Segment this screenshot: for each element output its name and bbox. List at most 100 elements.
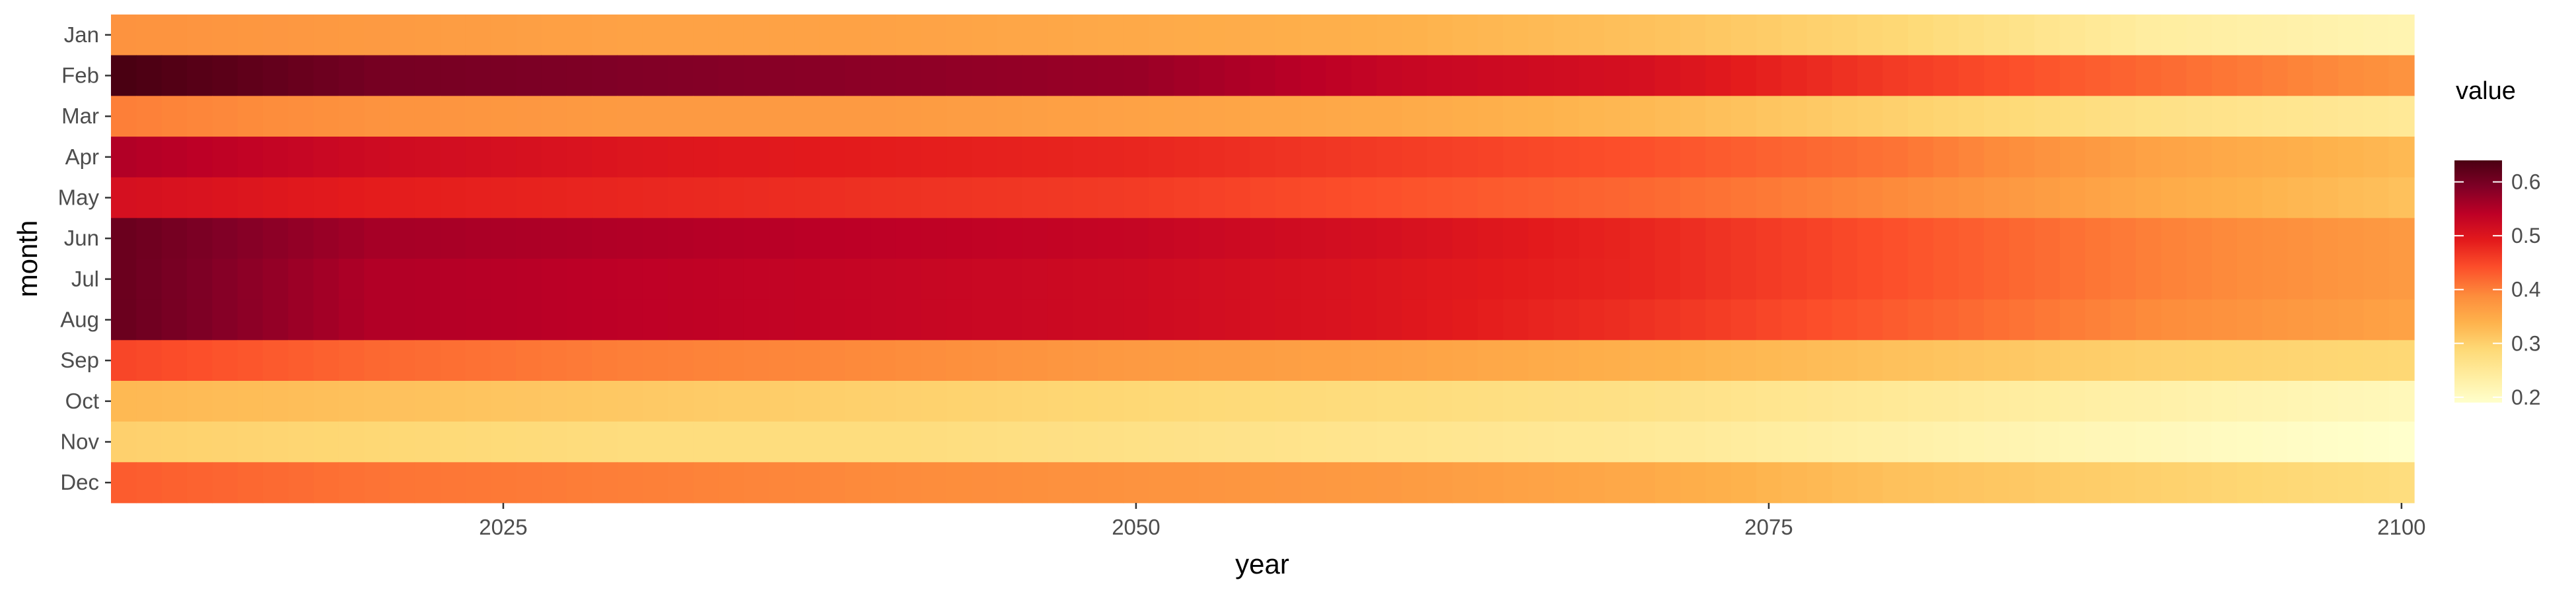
heatmap-tile — [1832, 15, 1858, 56]
heatmap-tile — [1225, 381, 1250, 422]
heatmap-tile — [338, 340, 365, 381]
heatmap-tile — [161, 299, 188, 341]
heatmap-tile — [1478, 259, 1504, 300]
heatmap-tile — [136, 381, 162, 422]
heatmap-tile — [845, 177, 871, 218]
y-tick-label: May — [58, 185, 100, 210]
heatmap-tile — [971, 421, 997, 463]
heatmap-tile — [2262, 218, 2289, 259]
heatmap-tile — [237, 381, 264, 422]
heatmap-tile — [1705, 259, 1731, 300]
heatmap-tile — [2262, 462, 2289, 504]
heatmap-tile — [186, 381, 213, 422]
heatmap-tile — [212, 259, 238, 300]
heatmap-tile — [794, 381, 820, 422]
heatmap-tile — [364, 299, 390, 341]
heatmap-tile — [1705, 96, 1731, 137]
heatmap-tile — [338, 55, 365, 96]
heatmap-tile — [1123, 15, 1149, 56]
heatmap-tile — [2236, 340, 2263, 381]
heatmap-tile — [1781, 96, 1807, 137]
heatmap-tile — [566, 177, 592, 218]
heatmap-tile — [237, 15, 264, 56]
heatmap-tile — [971, 259, 997, 300]
legend-title: value — [2456, 77, 2516, 105]
heatmap-tile — [1781, 55, 1807, 96]
heatmap-tile — [313, 259, 340, 300]
heatmap-tile — [971, 137, 997, 178]
heatmap-tile — [1427, 299, 1453, 341]
heatmap-tile — [1579, 15, 1605, 56]
heatmap-tile — [870, 55, 896, 96]
heatmap-tile — [1756, 421, 1782, 463]
heatmap-tile — [1402, 299, 1428, 341]
heatmap-tile — [1554, 299, 1580, 341]
heatmap-tile — [1958, 259, 1985, 300]
heatmap-tile — [1984, 421, 2010, 463]
heatmap-tile — [2312, 340, 2339, 381]
heatmap-tile — [1807, 177, 1833, 218]
heatmap-tile — [2085, 340, 2111, 381]
heatmap-tile — [2236, 137, 2263, 178]
heatmap-tile — [971, 55, 997, 96]
heatmap-tile — [2059, 96, 2086, 137]
heatmap-tile — [1933, 15, 1959, 56]
heatmap-tile — [465, 15, 491, 56]
heatmap-tile — [819, 340, 845, 381]
heatmap-tile — [212, 462, 238, 504]
heatmap-tile — [845, 55, 871, 96]
heatmap-tile — [541, 55, 567, 96]
heatmap-tile — [1149, 299, 1174, 341]
heatmap-tile — [364, 421, 390, 463]
heatmap-tile — [1452, 137, 1478, 178]
heatmap-tile — [2262, 15, 2289, 56]
heatmap-tile — [1857, 218, 1883, 259]
heatmap-tile — [1579, 299, 1605, 341]
heatmap-tile — [262, 15, 289, 56]
heatmap-tile — [2059, 55, 2086, 96]
heatmap-tile — [2085, 218, 2111, 259]
heatmap-tile — [1199, 96, 1225, 137]
heatmap-tile — [288, 137, 314, 178]
heatmap-tile — [845, 137, 871, 178]
heatmap-tile — [2287, 381, 2314, 422]
heatmap-tile — [2009, 299, 2035, 341]
heatmap-tile — [2085, 381, 2111, 422]
heatmap-tile — [971, 462, 997, 504]
heatmap-tile — [1958, 462, 1985, 504]
heatmap-tile — [617, 55, 643, 96]
heatmap-tile — [2034, 96, 2061, 137]
heatmap-tile — [921, 177, 947, 218]
heatmap-tile — [693, 462, 719, 504]
heatmap-tile — [1655, 55, 1681, 96]
heatmap-tile — [1655, 137, 1681, 178]
heatmap-tile — [921, 137, 947, 178]
heatmap-tile — [2363, 96, 2390, 137]
heatmap-tile — [743, 340, 769, 381]
heatmap-tile — [895, 55, 921, 96]
heatmap-tile — [1908, 15, 1934, 56]
heatmap-tile — [1073, 421, 1099, 463]
y-tick-label: Feb — [61, 63, 99, 88]
legend: value 0.2 0.3 0.4 0.5 0.6 — [2454, 77, 2540, 409]
heatmap-tile — [1680, 421, 1706, 463]
heatmap-tile — [668, 15, 694, 56]
heatmap-tile — [1655, 299, 1681, 341]
heatmap-tile — [2009, 55, 2035, 96]
heatmap-tile — [465, 55, 491, 96]
heatmap-tile — [743, 15, 769, 56]
heatmap-tile — [1908, 55, 1934, 96]
heatmap-tile — [465, 299, 491, 341]
heatmap-tile — [111, 381, 137, 422]
heatmap-tile — [718, 340, 744, 381]
heatmap-tile — [1225, 421, 1250, 463]
heatmap-tile — [2262, 55, 2289, 96]
heatmap-tile — [262, 218, 289, 259]
heatmap-tile — [111, 137, 137, 178]
heatmap-tile — [212, 15, 238, 56]
heatmap-tile — [1047, 55, 1073, 96]
heatmap-tile — [1402, 137, 1428, 178]
heatmap-tile — [1655, 96, 1681, 137]
heatmap-tile — [769, 15, 795, 56]
heatmap-tile — [516, 96, 542, 137]
